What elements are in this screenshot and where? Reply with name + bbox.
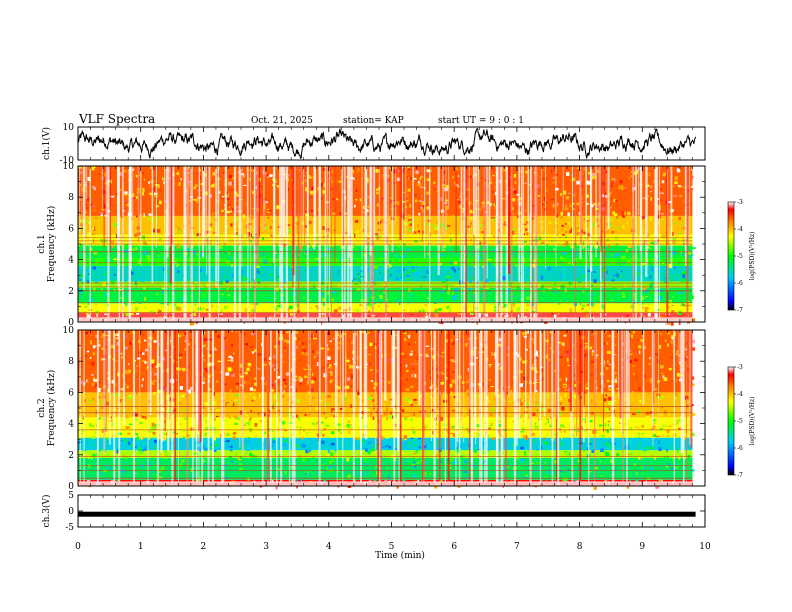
- y-tick-label: 0: [68, 507, 74, 517]
- y-tick-label: 6: [68, 224, 74, 234]
- y-tick-label: 6: [68, 388, 74, 398]
- x-tick-label: 10: [699, 542, 711, 552]
- colorbar-tick-label: -7: [737, 472, 743, 479]
- colorbar-tick-label: -6: [737, 280, 743, 287]
- y-tick-label: 0: [68, 318, 74, 328]
- station-label: station= KAP: [343, 116, 404, 126]
- ch3-waveform-panel: 5 0 -5 ch.3(V): [41, 491, 706, 533]
- y-tick-label: 8: [68, 193, 74, 203]
- colorbar-tick-label: -4: [737, 226, 743, 233]
- y-tick-label: 4: [68, 420, 74, 430]
- y-axis-label: ch.3(V): [41, 495, 52, 528]
- colorbar-tick-label: -5: [737, 253, 743, 260]
- x-tick-label: 0: [75, 542, 81, 552]
- figure-title: VLF Spectra: [78, 112, 155, 126]
- y-axis-label: ch.1Frequency (kHz): [37, 206, 57, 283]
- ch1-spectrogram-panel: 10 8 6 4 2 0 ch.1Frequency (kHz): [37, 162, 706, 328]
- x-tick-label: 8: [577, 542, 583, 552]
- colorbar-tick-label: -6: [737, 445, 743, 452]
- sferic-streaks: [79, 166, 691, 319]
- x-tick-label: 2: [201, 542, 207, 552]
- colorbar-label: log(PSD)(V²/Hz): [749, 232, 756, 281]
- x-tick-label: 6: [451, 542, 457, 552]
- y-tick-label: 2: [68, 287, 74, 297]
- narrowband-lines: [78, 406, 693, 479]
- colorbar-tick-label: -7: [737, 307, 743, 314]
- ch1-waveform-line: [77, 128, 697, 160]
- narrowband-lines: [78, 237, 693, 319]
- colorbar-tick-label: -3: [737, 199, 743, 206]
- date-label: Oct. 21, 2025: [251, 116, 313, 126]
- start-time-label: start UT = 9 : 0 : 1: [438, 116, 524, 126]
- colorbar-gradient: [727, 366, 735, 476]
- y-tick-label: -10: [60, 156, 75, 166]
- x-tick-label: 5: [389, 542, 395, 552]
- y-tick-label: 8: [68, 357, 74, 367]
- y-tick-label: 10: [63, 162, 75, 172]
- y-tick-label: 2: [68, 451, 74, 461]
- colorbar-label: log(PSD)(V²/Hz): [749, 397, 756, 446]
- y-tick-label: 5: [68, 491, 74, 501]
- colorbar-tick-label: -5: [737, 418, 743, 425]
- x-tick-label: 9: [639, 542, 645, 552]
- y-tick-label: 4: [68, 256, 74, 266]
- colorbar-tick-label: -4: [737, 391, 743, 398]
- y-axis-label: ch.2Frequency (kHz): [37, 370, 57, 447]
- x-tick-label: 3: [263, 542, 269, 552]
- spectrum-band: [78, 450, 693, 458]
- ch3-waveform-line: [78, 511, 696, 517]
- plot-frame: [77, 126, 706, 161]
- y-tick-label: 10: [63, 326, 75, 336]
- time-axis: 0 1 2 3 4 5 6 7 8 9 10: [75, 542, 711, 552]
- low-frequency-strip: [78, 481, 693, 486]
- x-axis-label: Time (min): [375, 550, 425, 561]
- x-tick-label: 4: [326, 542, 332, 552]
- y-tick-label: 10: [63, 123, 75, 133]
- low-frequency-strip: [78, 317, 693, 322]
- colorbar-ch2: -3 -4 -5 -6 -7 log(PSD)(V²/Hz): [727, 364, 756, 479]
- spectrum-band: [78, 417, 693, 438]
- x-tick-label: 1: [138, 542, 144, 552]
- colorbar-gradient: [727, 201, 735, 311]
- ch2-spectrogram-panel: 10 8 6 4 2 0 ch.2Frequency (kHz): [37, 326, 706, 492]
- colorbar-tick-label: -3: [737, 364, 743, 371]
- y-tick-label: -5: [65, 523, 74, 533]
- ch1-waveform-panel: 10 -10 ch.1(V): [41, 123, 706, 166]
- x-tick-label: 7: [514, 542, 520, 552]
- colorbar-ch1: -3 -4 -5 -6 -7 log(PSD)(V²/Hz): [727, 199, 756, 314]
- y-tick-label: 0: [68, 482, 74, 492]
- y-axis-label: ch.1(V): [41, 127, 52, 160]
